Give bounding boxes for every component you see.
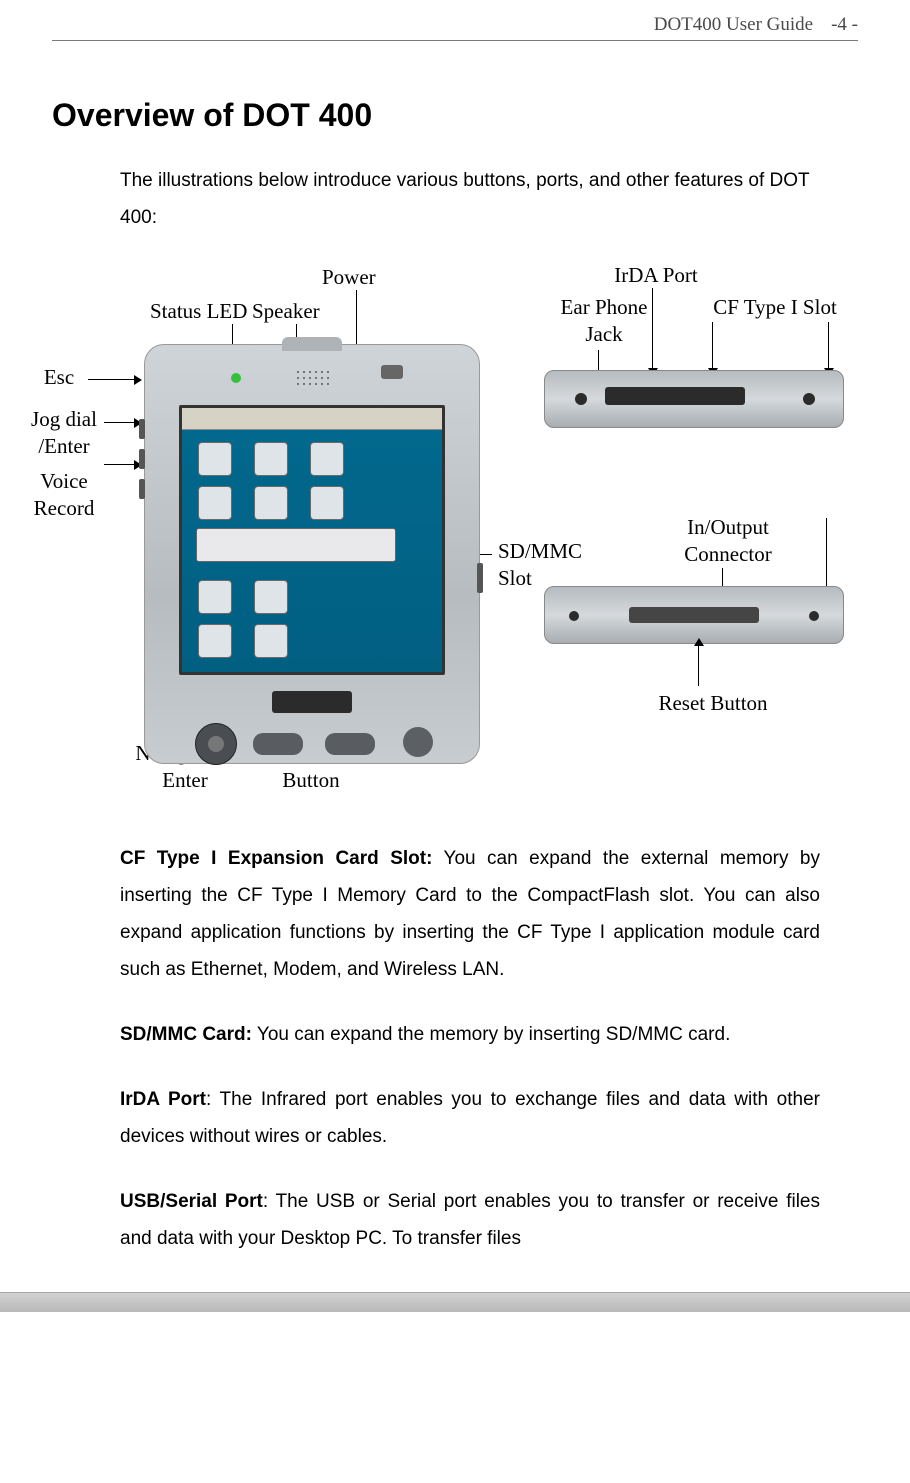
speaker-icon (295, 369, 329, 389)
label-status-led: Status LED (150, 298, 247, 325)
arrow-reset (698, 646, 699, 686)
feature-body: : The Infrared port enables you to excha… (120, 1089, 820, 1147)
feature-title: USB/Serial Port (120, 1191, 263, 1212)
desktop-app-icon (198, 486, 232, 520)
power-top-icon (381, 365, 403, 379)
label-in-out: In/Output Connector (658, 514, 798, 569)
feature-title: IrDA Port (120, 1089, 206, 1110)
label-jog-dial: Jog dial /Enter (24, 406, 104, 461)
power-button-icon (403, 727, 433, 757)
feature-paragraph: CF Type I Expansion Card Slot: You can e… (120, 840, 820, 988)
label-sd-mmc: SD/MMC Slot (498, 538, 608, 593)
header-title: DOT400 User Guide (654, 14, 813, 36)
label-esc: Esc (34, 364, 84, 391)
function-button-1-icon (253, 733, 303, 755)
label-irda: IrDA Port (596, 262, 716, 289)
arrow-cf-slot-2 (828, 322, 829, 368)
dot-logo (272, 691, 352, 713)
arrow-esc (88, 379, 134, 380)
arrow-ear-phone (598, 350, 599, 372)
label-ear-phone: Ear Phone Jack (544, 294, 664, 349)
side-buttons (139, 419, 145, 511)
label-cf-slot: CF Type I Slot (690, 294, 860, 321)
page: DOT400 User Guide -4 - Overview of DOT 4… (0, 0, 910, 1352)
label-power: Power (322, 264, 376, 291)
page-header: DOT400 User Guide -4 - (52, 0, 858, 36)
footer-bar (0, 1292, 910, 1312)
device-front-view (144, 344, 480, 764)
label-reset: Reset Button (628, 690, 798, 717)
desktop-app-icon (254, 486, 288, 520)
device-diagram: Power Status LED Speaker Esc Jog dial /E… (38, 260, 844, 800)
sd-slot-icon (477, 563, 483, 593)
arrow-voice-record (104, 464, 134, 465)
feature-body: You can expand the memory by inserting S… (252, 1024, 730, 1045)
feature-title: SD/MMC Card: (120, 1024, 252, 1045)
device-screen (179, 405, 445, 675)
device-top-view (544, 370, 844, 428)
navigation-dpad-icon (195, 723, 237, 765)
features-container: CF Type I Expansion Card Slot: You can e… (52, 840, 858, 1257)
desktop-app-icon (254, 580, 288, 614)
label-voice-record: Voice Record (24, 468, 104, 523)
desktop-app-icon (310, 442, 344, 476)
page-title: Overview of DOT 400 (52, 97, 858, 134)
desktop-app-icon (198, 580, 232, 614)
feature-title: CF Type I Expansion Card Slot: (120, 848, 432, 869)
intro-paragraph: The illustrations below introduce variou… (120, 162, 820, 236)
desktop-app-icon (198, 442, 232, 476)
desktop-app-icon (254, 624, 288, 658)
desktop-app-icon (198, 624, 232, 658)
feature-paragraph: IrDA Port: The Infrared port enables you… (120, 1081, 820, 1155)
function-button-2-icon (325, 733, 375, 755)
header-divider (52, 40, 858, 41)
desktop-app-icon (254, 442, 288, 476)
arrow-power (356, 290, 357, 348)
arrow-cf-slot-1 (712, 322, 713, 368)
desktop-app-icon (310, 486, 344, 520)
device-bottom-view (544, 586, 844, 644)
status-led-icon (231, 373, 241, 383)
arrow-jog-dial (104, 422, 134, 423)
feature-paragraph: USB/Serial Port: The USB or Serial port … (120, 1183, 820, 1257)
label-speaker: Speaker (252, 298, 320, 325)
arrow-in-out-2 (826, 518, 827, 590)
feature-paragraph: SD/MMC Card: You can expand the memory b… (120, 1016, 820, 1053)
header-page-number: -4 - (831, 14, 858, 36)
